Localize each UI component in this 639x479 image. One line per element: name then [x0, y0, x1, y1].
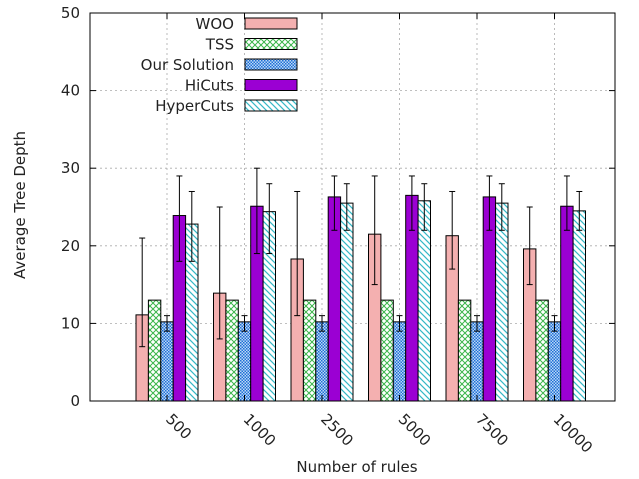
y-tick-label: 40 — [61, 82, 80, 100]
bar-hicuts — [560, 205, 574, 402]
y-axis-ticks: 0 10 20 30 40 50 — [61, 4, 615, 410]
bar-our-solution — [315, 321, 329, 402]
plot-frame — [89, 12, 616, 402]
x-axis-label: Number of rules — [296, 458, 417, 476]
bar-tss — [457, 299, 472, 402]
legend-label-woo: WOO — [196, 15, 234, 33]
bars-group — [135, 194, 586, 402]
y-tick-label: 30 — [61, 159, 80, 177]
bar-our-solution — [392, 321, 407, 402]
legend-swatch-tss — [244, 38, 298, 50]
legend-swatch-hypercuts — [244, 99, 298, 112]
x-tick-label: 7500 — [472, 410, 512, 450]
y-tick-label: 50 — [61, 4, 80, 22]
bar-our-solution — [547, 321, 562, 402]
bar-our-solution — [237, 321, 252, 402]
legend-label-our-solution: Our Solution — [141, 56, 234, 74]
bar-tss — [225, 299, 239, 402]
legend-swatch-woo — [244, 17, 298, 30]
bar-our-solution — [470, 321, 484, 402]
y-tick-label: 20 — [61, 237, 80, 255]
legend-label-tss: TSS — [205, 36, 234, 54]
legend: WOO TSS Our Solution HiCuts HyperCuts — [141, 15, 298, 115]
y-tick-label: 0 — [70, 392, 80, 410]
y-axis-label: Average Tree Depth — [11, 131, 29, 279]
bar-tss — [302, 299, 317, 402]
x-tick-label: 5000 — [395, 410, 435, 450]
bar-our-solution — [160, 321, 174, 402]
error-bars-group — [139, 167, 583, 348]
bar-tss — [147, 299, 162, 402]
bar-hypercuts — [572, 210, 586, 402]
x-tick-label: 10000 — [550, 410, 596, 456]
x-tick-label: 2500 — [317, 410, 357, 450]
bar-hypercuts — [340, 202, 354, 402]
legend-label-hypercuts: HyperCuts — [155, 97, 234, 115]
bar-tss — [535, 299, 549, 402]
x-tick-label: 500 — [162, 410, 195, 443]
legend-swatch-hicuts — [244, 79, 298, 91]
legend-label-hicuts: HiCuts — [185, 77, 234, 95]
x-tick-label: 1000 — [240, 410, 280, 450]
bar-hypercuts — [417, 200, 432, 402]
legend-swatch-our-solution — [244, 58, 298, 71]
bar-tss — [380, 299, 394, 402]
y-tick-label: 10 — [61, 314, 80, 332]
bar-hypercuts — [495, 202, 509, 402]
